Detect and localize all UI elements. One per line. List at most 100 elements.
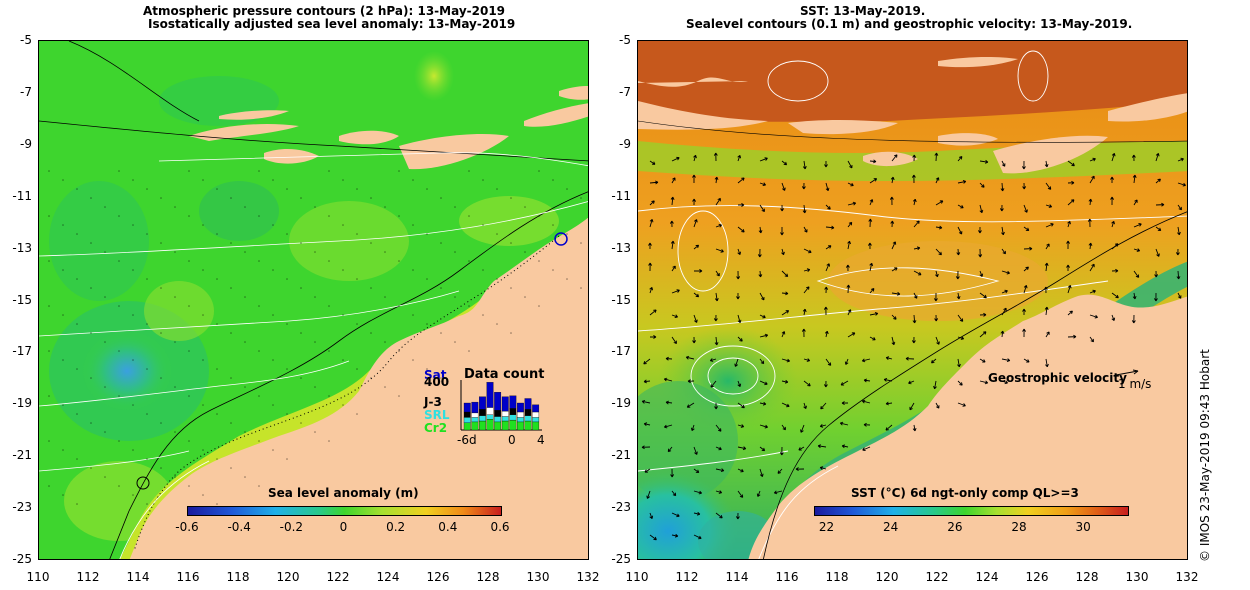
velocity-arrow-icon	[715, 424, 722, 432]
track-dot	[202, 359, 204, 361]
velocity-arrow-icon	[687, 379, 695, 384]
velocity-arrow-icon	[1045, 182, 1052, 190]
velocity-arrow-icon	[1177, 182, 1186, 187]
velocity-arrow-icon	[641, 445, 651, 450]
track-dot	[146, 188, 148, 190]
left-colorbar	[187, 506, 502, 516]
velocity-arrow-icon	[979, 292, 987, 299]
track-dot	[440, 197, 442, 199]
velocity-arrow-icon	[869, 178, 878, 184]
x-tick-label: 128	[1075, 570, 1099, 584]
velocity-arrow-icon	[781, 270, 789, 278]
velocity-arrow-icon	[1088, 242, 1093, 250]
velocity-arrow-icon	[800, 424, 805, 433]
track-dot	[580, 287, 582, 289]
sst-map	[638, 41, 1187, 559]
y-tick-label: -5	[20, 33, 32, 47]
track-dot	[328, 350, 330, 352]
velocity-arrow-icon	[934, 152, 939, 162]
track-dot	[398, 260, 400, 262]
velocity-arrow-icon	[737, 177, 745, 184]
track-dot	[258, 260, 260, 262]
velocity-arrow-icon	[1067, 285, 1072, 294]
velocity-arrow-icon	[1111, 292, 1119, 299]
track-dot	[76, 278, 78, 280]
velocity-arrow-icon	[759, 468, 764, 477]
track-dot	[118, 485, 120, 487]
track-dot	[412, 314, 414, 316]
velocity-arrow-icon	[1043, 286, 1048, 294]
right-map-panel	[637, 40, 1188, 560]
velocity-arrow-icon	[665, 400, 673, 405]
velocity-arrow-icon	[715, 512, 723, 519]
velocity-arrow-icon	[911, 336, 916, 344]
track-dot	[48, 350, 50, 352]
track-dot	[538, 260, 540, 262]
track-dot	[328, 260, 330, 262]
velocity-arrow-icon	[935, 270, 939, 278]
track-dot	[174, 296, 176, 298]
velocity-arrow-icon	[759, 292, 765, 301]
velocity-arrow-icon	[715, 468, 725, 473]
track-dot	[174, 251, 176, 253]
velocity-arrow-icon	[846, 284, 851, 294]
velocity-arrow-icon	[1023, 246, 1033, 251]
velocity-arrow-icon	[934, 314, 939, 322]
track-dot	[384, 341, 386, 343]
velocity-arrow-icon	[978, 226, 982, 234]
data-count-axis-0: 0	[508, 433, 516, 447]
track-dot	[370, 287, 372, 289]
track-dot	[468, 215, 470, 217]
track-dot	[90, 377, 92, 379]
velocity-arrow-icon	[686, 402, 695, 408]
y-tick-label: -5	[619, 33, 631, 47]
velocity-arrow-icon	[1023, 226, 1030, 232]
track-dot	[272, 314, 274, 316]
velocity-arrow-icon	[670, 196, 675, 206]
velocity-arrow-icon	[671, 156, 680, 162]
x-tick-label: 132	[576, 570, 600, 584]
track-dot	[244, 386, 246, 388]
track-dot	[258, 440, 260, 442]
track-dot	[272, 359, 274, 361]
y-tick-label: -7	[20, 84, 32, 99]
velocity-arrow-icon	[1001, 307, 1007, 316]
track-dot	[118, 215, 120, 217]
data-count-label-j3: J-3	[424, 395, 442, 409]
velocity-arrow-icon	[649, 218, 654, 228]
velocity-arrow-icon	[715, 490, 723, 494]
track-dot	[216, 188, 218, 190]
velocity-arrow-icon	[693, 314, 698, 323]
velocity-arrow-icon	[823, 380, 828, 388]
velocity-arrow-icon	[802, 160, 807, 170]
track-dot	[188, 485, 190, 487]
velocity-arrow-icon	[1001, 380, 1008, 385]
velocity-arrow-icon	[649, 200, 655, 206]
x-tick-label: 128	[476, 570, 500, 584]
velocity-arrow-icon	[715, 446, 722, 451]
track-dot	[258, 485, 260, 487]
track-dot	[566, 188, 568, 190]
velocity-arrow-icon	[781, 379, 789, 384]
velocity-arrow-icon	[735, 512, 740, 520]
data-count-bar	[463, 417, 471, 423]
track-dot	[468, 170, 470, 172]
data-count-bar	[494, 416, 502, 423]
track-dot	[188, 170, 190, 172]
velocity-arrow-icon	[847, 240, 851, 250]
velocity-arrow-icon	[781, 424, 786, 431]
track-dot	[566, 278, 568, 280]
velocity-arrow-icon	[758, 226, 763, 234]
track-dot	[160, 377, 162, 379]
track-dot	[510, 197, 512, 199]
track-dot	[118, 440, 120, 442]
track-dot	[90, 242, 92, 244]
track-dot	[48, 170, 50, 172]
x-tick-label: 114	[126, 570, 150, 584]
data-count-bar	[463, 422, 471, 431]
x-tick-label: 130	[1125, 570, 1149, 584]
track-dot	[286, 458, 288, 460]
left-colorbar-label: Sea level anomaly (m)	[268, 486, 419, 500]
velocity-arrow-icon	[890, 176, 895, 184]
track-dot	[62, 314, 64, 316]
